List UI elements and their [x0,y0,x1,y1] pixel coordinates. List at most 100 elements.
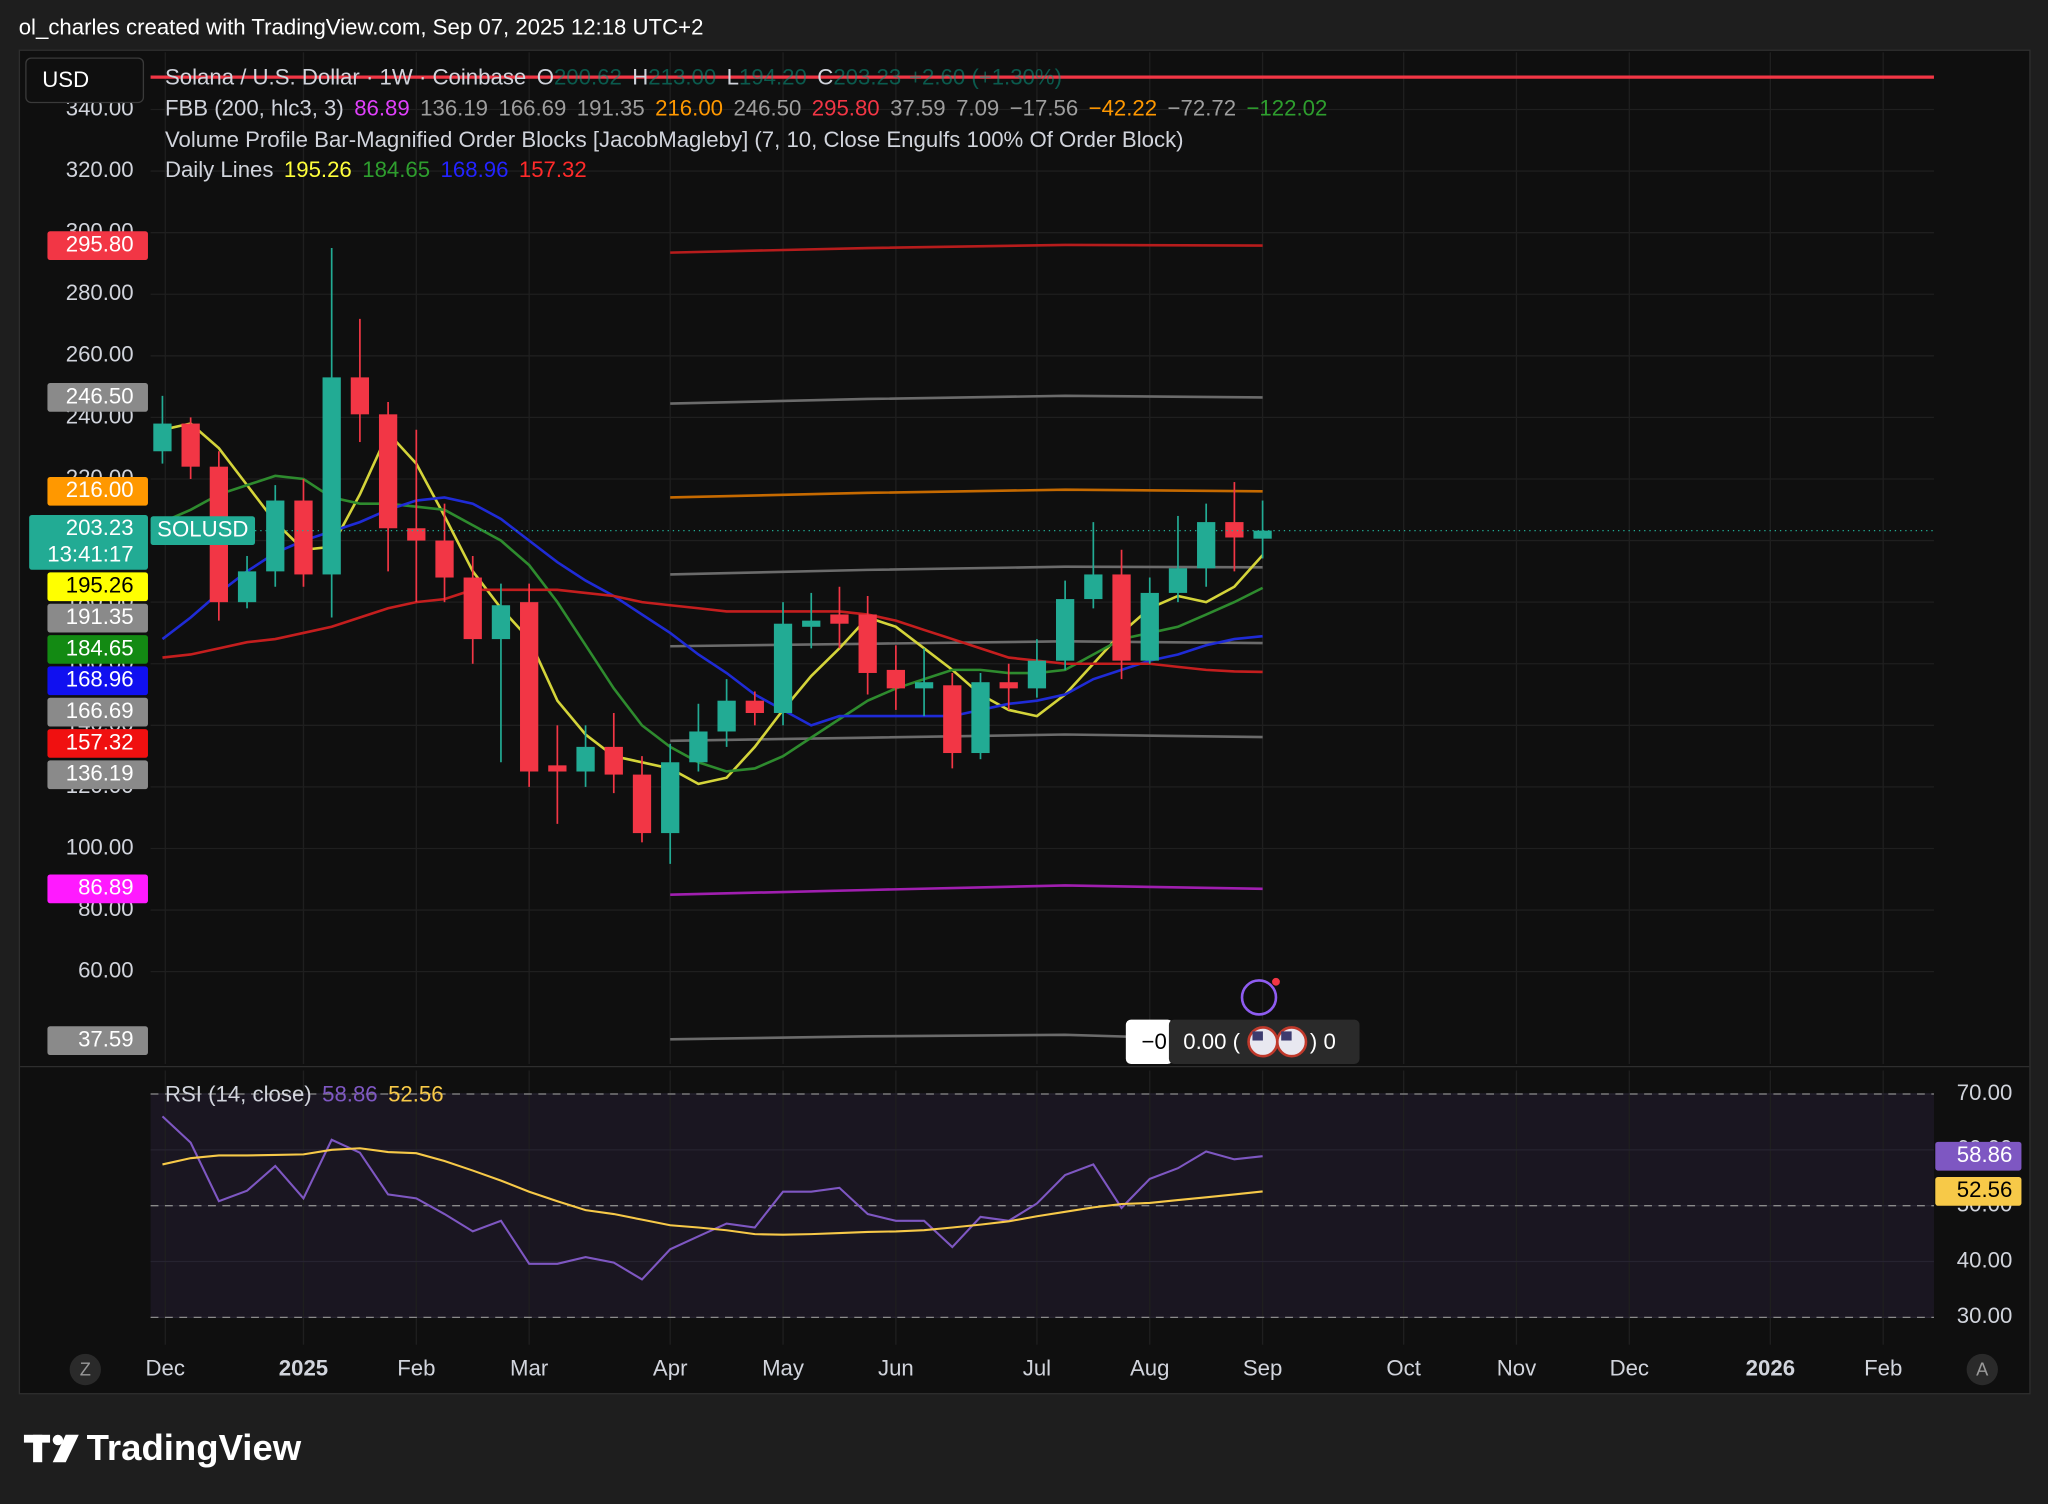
candle-body [491,605,511,640]
price-badge [47,603,148,633]
price-badge-label: 166.69 [66,698,134,723]
legend-symbol: Solana / U.S. Dollar · 1W · Coinbase [165,64,526,89]
price-badge [47,476,148,506]
legend-fbb-value: 37.59 [890,96,946,121]
flag-canton [1252,1031,1263,1041]
x-tick-label: Jun [878,1355,914,1380]
daily-line [161,474,1264,773]
event-badge-right[interactable]: ) 0 [1310,1029,1336,1054]
corner-button[interactable] [1966,1353,1998,1386]
corner-button-label[interactable]: Z [80,1359,91,1380]
rsi-line [162,1147,1263,1236]
event-badge-value[interactable]: 0.00 ( [1183,1029,1240,1054]
price-badge [47,697,148,727]
candle-body [802,620,821,627]
legend-daily-value: 184.65 [362,157,430,182]
legend-fbb-value: −17.56 [1010,96,1078,121]
legend-change: +2.60 (+1.30%) [909,64,1062,89]
price-badge-label: 184.65 [66,635,134,660]
candle-body [632,774,652,834]
rsi-legend: RSI (14, close) 58.86 52.56 [165,1081,444,1106]
legend-daily-value: 195.26 [284,157,352,182]
legend-fbb-value: 191.35 [577,96,645,121]
price-badge [47,231,148,260]
x-tick-label: Dec [146,1355,185,1380]
candle-body [773,623,793,714]
logo-dot [52,1434,64,1446]
candle-body [548,765,567,772]
price-badge-label: 136.19 [66,761,134,786]
x-tick-label: 2025 [279,1355,328,1380]
legend-ohlc-value: 200.62 [554,64,622,89]
price-badge-label: 168.96 [66,667,134,692]
candle-body [858,614,877,673]
legend-ohlc-value: 203.23 [833,64,901,89]
chart-frame [18,49,2031,1395]
price-badge-label: 195.26 [66,573,134,598]
attribution: ol_charles created with TradingView.com,… [19,15,704,40]
x-tick-label: Apr [653,1355,688,1380]
footer-logo-icon [23,1434,79,1463]
candle-body [435,540,454,578]
alert-dot [1272,977,1280,986]
price-badge-label: 86.89 [78,875,134,900]
candle-body [350,377,370,415]
price-badge [47,760,148,790]
y-tick-label: 320.00 [66,157,134,182]
legend-order-blocks-row: Volume Profile Bar-Magnified Order Block… [165,127,1184,152]
rsi-badge [1935,1177,2022,1206]
legend-fbb-value: 86.89 [354,96,410,121]
x-tick-label: Mar [510,1355,549,1380]
price-badge-label: 191.35 [66,604,134,629]
price-badge [47,666,148,696]
symbol-badge-label: SOLUSD [157,516,248,541]
legend-ohlc-key: O [537,64,554,89]
rsi-tick-label: 30.00 [1957,1303,2013,1328]
x-tick-label: Nov [1497,1355,1537,1380]
candle-body [886,669,906,689]
price-badge [47,729,148,758]
candle-body [943,685,962,754]
fbb-band [670,243,1263,254]
x-tick-label: Jul [1023,1355,1051,1380]
fbb-band [670,733,1263,743]
candle-body [153,423,172,452]
alert-icon[interactable] [1240,979,1278,1016]
symbol-badge [150,516,256,545]
legend-fbb-value: 216.00 [655,96,723,121]
currency-label[interactable]: USD [42,67,89,92]
legend-fbb-row: FBB (200, hlc3, 3) 86.89 136.19 166.69 191.3… [165,96,1327,121]
event-badge-left[interactable] [1125,1019,1173,1065]
legend-order-blocks: Volume Profile Bar-Magnified Order Block… [165,127,1184,152]
corner-button[interactable] [69,1353,101,1386]
flag-canton [1281,1031,1292,1041]
x-tick-label: Dec [1610,1355,1649,1380]
candle-body [1225,522,1244,538]
candle-body [604,746,623,775]
legend-daily-row: Daily Lines 195.26 184.65 168.96 157.32 [165,157,587,182]
corner-button-label[interactable]: A [1976,1359,1989,1380]
legend-symbol-row: Solana / U.S. Dollar · 1W · Coinbase O200… [165,64,1062,89]
candle-body [689,731,708,763]
legend-ohlc-key: L [727,64,739,89]
y-tick-label: 280.00 [66,280,134,305]
legend-fbb-value: −122.02 [1246,96,1327,121]
candle-body [520,602,539,772]
price-badge [47,572,148,602]
y-tick-label: 60.00 [78,958,134,983]
legend-daily-name: Daily Lines [165,157,274,182]
grid [20,52,2030,1345]
event-badge-left-label[interactable]: −0 [1141,1029,1166,1054]
legend-ohlc-key: H [632,64,648,89]
x-tick-label: May [762,1355,805,1380]
rsi-legend-value: 58.86 [322,1081,378,1106]
rsi-title: RSI (14, close) [165,1081,312,1106]
candle-body [661,762,680,834]
price-badge [47,635,148,664]
legend-fbb-value: 166.69 [498,96,566,121]
currency-button[interactable] [25,57,145,104]
candle-body [576,746,595,772]
rsi-line [161,1115,1263,1281]
